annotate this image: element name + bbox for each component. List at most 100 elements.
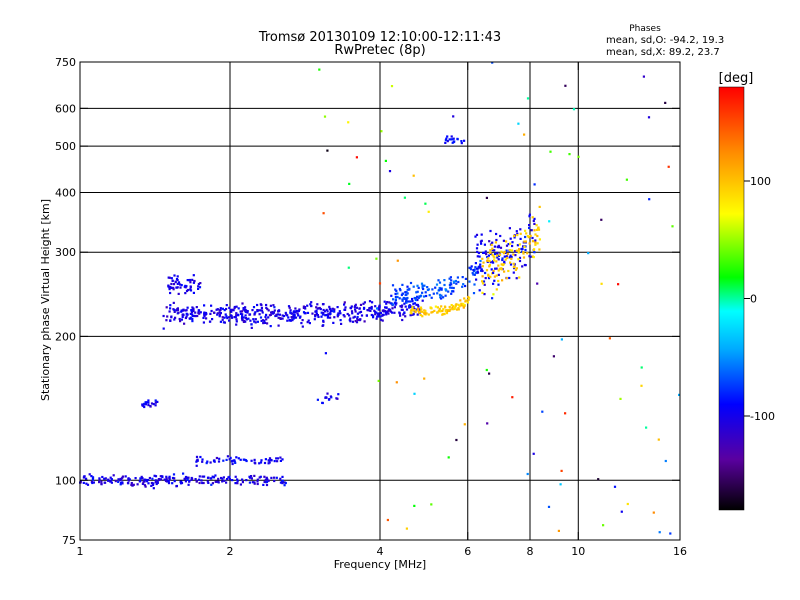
- data-point: [484, 277, 487, 280]
- data-point: [368, 300, 372, 303]
- data-point: [291, 312, 294, 315]
- data-point: [439, 287, 443, 290]
- data-point: [144, 403, 147, 406]
- data-point: [210, 483, 213, 486]
- data-point: [517, 122, 520, 125]
- data-point: [463, 139, 466, 142]
- data-point: [239, 310, 242, 313]
- data-point: [193, 280, 196, 283]
- y-tick-label: 500: [55, 140, 76, 153]
- data-point: [127, 478, 130, 481]
- data-point: [667, 165, 670, 168]
- data-point: [329, 395, 332, 398]
- data-point: [203, 312, 206, 315]
- data-point: [79, 480, 82, 483]
- data-point: [297, 314, 300, 317]
- data-point: [234, 461, 237, 464]
- data-point: [483, 251, 486, 254]
- data-point: [250, 459, 253, 462]
- data-point: [494, 267, 497, 270]
- data-points: [79, 61, 681, 535]
- data-point: [466, 301, 469, 304]
- data-point: [250, 475, 253, 478]
- data-point: [314, 313, 317, 317]
- data-point: [416, 298, 419, 301]
- data-point: [368, 307, 371, 310]
- data-point: [664, 101, 667, 104]
- data-point: [287, 305, 291, 308]
- data-point: [168, 288, 171, 291]
- data-point: [304, 307, 307, 310]
- data-point: [201, 460, 204, 463]
- data-point: [533, 217, 536, 220]
- data-point: [186, 279, 189, 282]
- data-point: [107, 479, 110, 482]
- data-point: [322, 308, 325, 312]
- data-point: [231, 479, 234, 482]
- data-point: [488, 264, 491, 267]
- data-point: [535, 224, 538, 227]
- data-point: [150, 484, 153, 487]
- data-point: [201, 458, 204, 461]
- data-point: [424, 291, 427, 294]
- data-point: [90, 475, 93, 478]
- data-point: [235, 320, 238, 323]
- data-point: [188, 317, 191, 320]
- data-point: [192, 291, 195, 294]
- data-point: [460, 302, 463, 305]
- data-point: [385, 313, 388, 316]
- data-point: [435, 283, 439, 286]
- data-point: [252, 306, 256, 309]
- data-point: [179, 283, 182, 286]
- data-point: [267, 316, 270, 319]
- data-point: [260, 459, 263, 462]
- data-point: [177, 281, 181, 284]
- data-point: [263, 480, 266, 483]
- data-point: [493, 249, 496, 252]
- data-point: [172, 473, 176, 476]
- data-point: [292, 316, 295, 319]
- data-point: [347, 121, 350, 124]
- data-point: [86, 483, 90, 486]
- data-point: [500, 267, 503, 270]
- data-point: [269, 304, 272, 307]
- data-point: [481, 282, 485, 285]
- data-point: [117, 480, 120, 483]
- data-point: [363, 320, 366, 323]
- data-point: [272, 312, 275, 315]
- data-point: [464, 284, 467, 288]
- data-point: [349, 320, 352, 323]
- data-point: [455, 282, 458, 285]
- data-point: [600, 282, 603, 285]
- data-point: [515, 249, 518, 252]
- data-point: [533, 251, 536, 254]
- data-point: [541, 410, 544, 413]
- data-point: [234, 475, 237, 478]
- data-point: [381, 319, 384, 322]
- data-point: [481, 257, 484, 260]
- data-point: [474, 235, 477, 238]
- data-point: [483, 293, 486, 296]
- data-point: [492, 282, 495, 285]
- data-point: [199, 282, 202, 285]
- y-axis-label: Stationary phase Virtual Height [km]: [39, 199, 52, 401]
- data-point: [515, 277, 518, 280]
- data-point: [380, 130, 383, 133]
- data-point: [456, 138, 459, 141]
- data-point: [112, 474, 115, 477]
- data-point: [533, 222, 536, 225]
- data-point: [278, 313, 281, 316]
- data-point: [436, 306, 439, 309]
- data-point: [491, 241, 494, 244]
- data-point: [235, 456, 238, 459]
- data-point: [180, 309, 183, 312]
- data-point: [284, 481, 287, 485]
- data-point: [190, 309, 193, 312]
- data-point: [267, 459, 270, 462]
- data-point: [327, 313, 330, 316]
- data-point: [528, 213, 531, 216]
- data-point: [448, 305, 451, 309]
- data-point: [467, 298, 470, 301]
- data-point: [276, 460, 279, 463]
- data-point: [288, 306, 291, 309]
